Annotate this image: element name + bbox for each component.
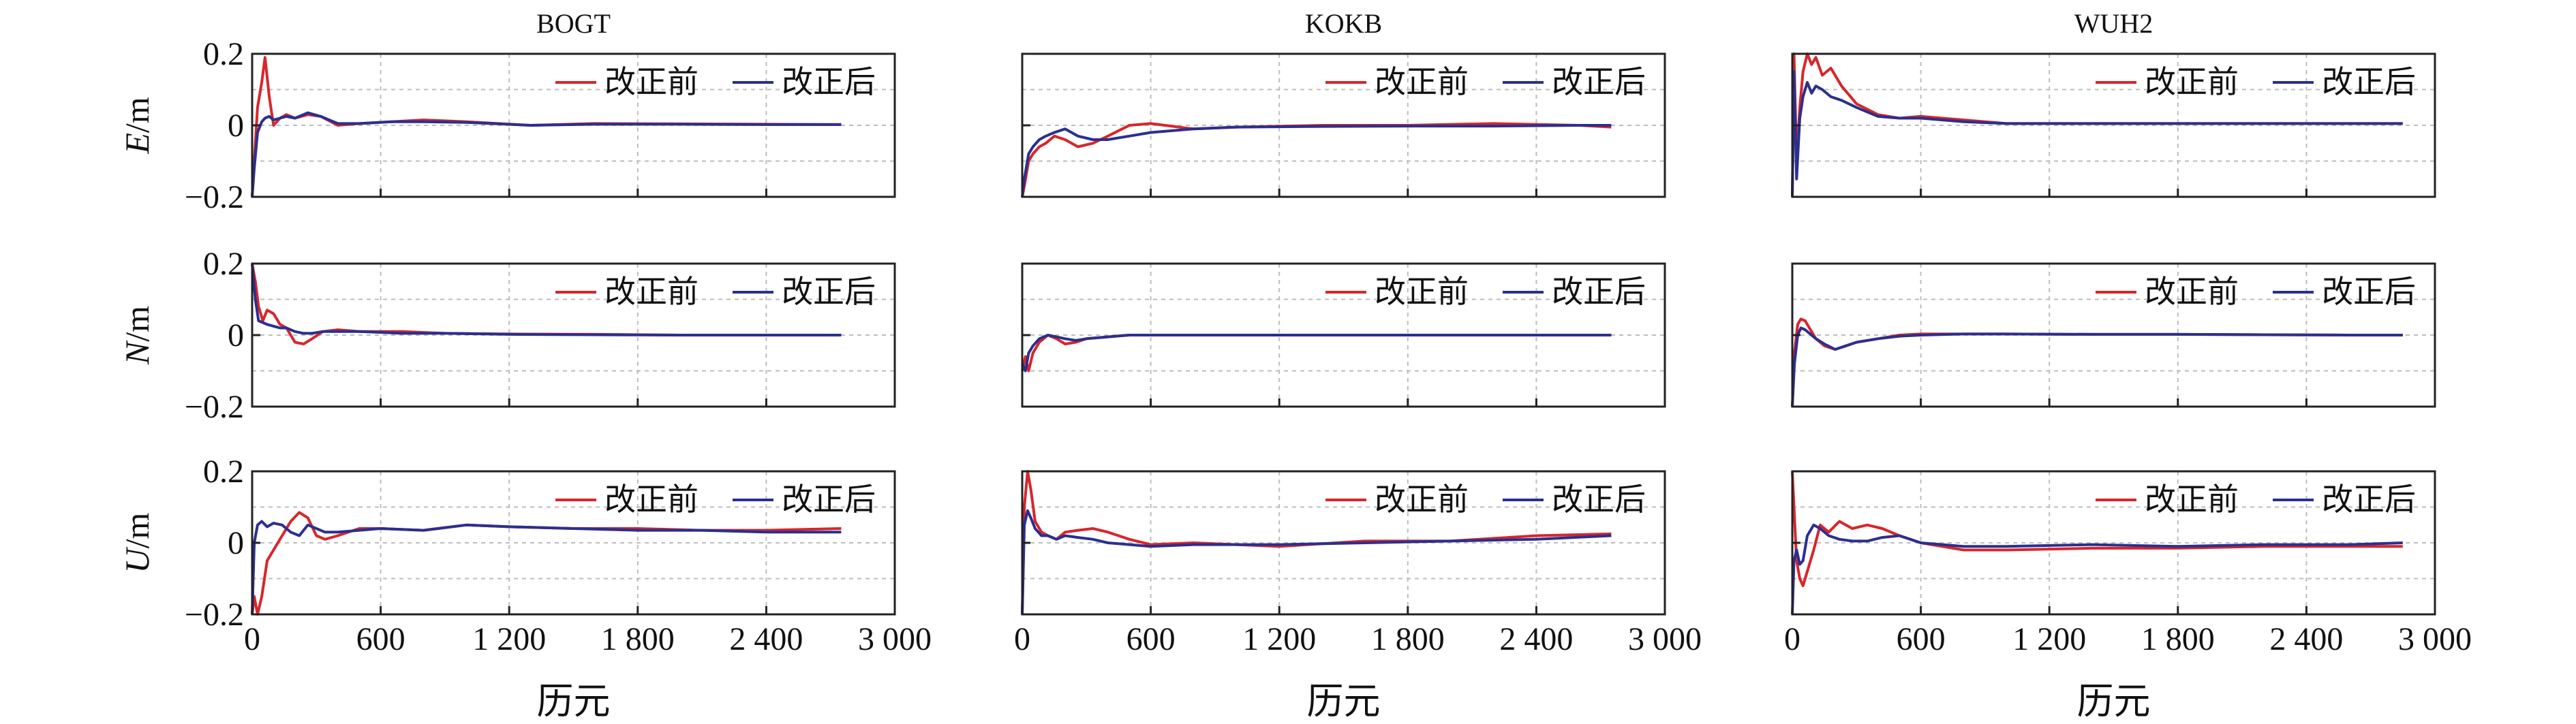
x-tick-label-KOKB-U-2400: 2 400	[1499, 621, 1573, 657]
series-WUH2-U-after	[1791, 523, 2403, 615]
legend-label-before-WUH2-E: 改正前	[2145, 65, 2239, 99]
series-BOGT-U-after	[251, 520, 842, 615]
x-axis-label-WUH2: 历元	[2077, 681, 2151, 722]
series-WUH2-N-after	[1791, 326, 2403, 407]
y-tick-label-BOGT-U-0: 0	[228, 525, 244, 561]
series-KOKB-U-after	[1021, 509, 1612, 615]
legend-label-after-WUH2-N: 改正后	[2322, 274, 2416, 309]
legend-label-after-KOKB-U: 改正后	[1552, 482, 1646, 517]
legend-label-after-WUH2-E: 改正后	[2322, 65, 2416, 99]
y-tick-label-BOGT-N-0.2: 0.2	[203, 246, 244, 282]
series-KOKB-N-after	[1021, 334, 1612, 373]
legend-label-before-WUH2-U: 改正前	[2145, 482, 2239, 517]
legend-label-after-WUH2-U: 改正后	[2322, 482, 2416, 517]
series-WUH2-N-before	[1791, 317, 2403, 407]
series-KOKB-E-before	[1021, 122, 1612, 198]
x-axis-label-KOKB: 历元	[1307, 681, 1381, 722]
legend-label-after-KOKB-N: 改正后	[1552, 274, 1646, 309]
legend-label-before-BOGT-E: 改正前	[604, 65, 699, 99]
y-tick-label-BOGT-E-0: 0	[228, 108, 244, 144]
y-axis-label-E: E/m	[118, 97, 156, 154]
x-tick-label-WUH2-U-2400: 2 400	[2269, 621, 2343, 657]
x-tick-label-BOGT-U-600: 600	[356, 621, 405, 657]
legend-label-before-BOGT-U: 改正前	[604, 482, 699, 517]
y-tick-label-BOGT-N-0: 0	[228, 317, 244, 353]
x-tick-label-BOGT-U-1800: 1 800	[601, 621, 675, 657]
x-tick-label-WUH2-U-0: 0	[1784, 621, 1800, 657]
legend-label-after-BOGT-U: 改正后	[782, 482, 876, 517]
x-tick-label-KOKB-U-1200: 1 200	[1242, 621, 1316, 657]
x-tick-label-WUH2-U-3000: 3 000	[2398, 621, 2472, 657]
legend-label-after-BOGT-N: 改正后	[782, 274, 876, 309]
x-tick-label-BOGT-U-0: 0	[244, 621, 260, 657]
x-tick-label-BOGT-U-1200: 1 200	[472, 621, 546, 657]
x-tick-label-WUH2-U-600: 600	[1897, 621, 1946, 657]
station-title-KOKB: KOKB	[1305, 8, 1382, 39]
legend-label-before-WUH2-N: 改正前	[2145, 274, 2239, 309]
x-tick-label-WUH2-U-1800: 1 800	[2141, 621, 2215, 657]
series-WUH2-U-before	[1791, 471, 2403, 587]
legend-label-before-BOGT-N: 改正前	[604, 274, 699, 309]
x-tick-label-KOKB-U-1800: 1 800	[1371, 621, 1445, 657]
legend-label-before-KOKB-N: 改正前	[1375, 274, 1469, 309]
y-tick-label-BOGT-N--0.2: −0.2	[185, 389, 244, 425]
y-tick-label-BOGT-U--0.2: −0.2	[185, 597, 244, 633]
x-axis-label-BOGT: 历元	[537, 681, 611, 722]
series-WUH2-E-after	[1791, 70, 2403, 198]
legend-label-before-KOKB-E: 改正前	[1375, 65, 1469, 99]
x-tick-label-BOGT-U-3000: 3 000	[858, 621, 932, 657]
x-tick-label-KOKB-U-0: 0	[1014, 621, 1030, 657]
y-tick-label-BOGT-E--0.2: −0.2	[185, 179, 244, 215]
series-BOGT-E-before	[251, 56, 842, 198]
y-tick-label-BOGT-E-0.2: 0.2	[203, 36, 244, 72]
y-axis-label-U: U/m	[118, 512, 156, 573]
x-tick-label-WUH2-U-1200: 1 200	[2012, 621, 2086, 657]
series-BOGT-N-after	[251, 263, 842, 336]
legend-label-before-KOKB-U: 改正前	[1375, 482, 1469, 517]
x-tick-label-BOGT-U-2400: 2 400	[729, 621, 803, 657]
series-KOKB-N-before	[1021, 334, 1612, 373]
series-BOGT-E-after	[251, 111, 842, 198]
legend-label-after-BOGT-E: 改正后	[782, 65, 876, 99]
y-tick-label-BOGT-U-0.2: 0.2	[203, 454, 244, 490]
legend-label-after-KOKB-E: 改正后	[1552, 65, 1646, 99]
x-tick-label-KOKB-U-3000: 3 000	[1628, 621, 1702, 657]
station-title-WUH2: WUH2	[2074, 8, 2153, 39]
y-axis-label-N: N/m	[118, 306, 156, 365]
x-tick-label-KOKB-U-600: 600	[1126, 621, 1176, 657]
station-title-BOGT: BOGT	[536, 8, 611, 39]
series-KOKB-E-after	[1021, 124, 1612, 198]
